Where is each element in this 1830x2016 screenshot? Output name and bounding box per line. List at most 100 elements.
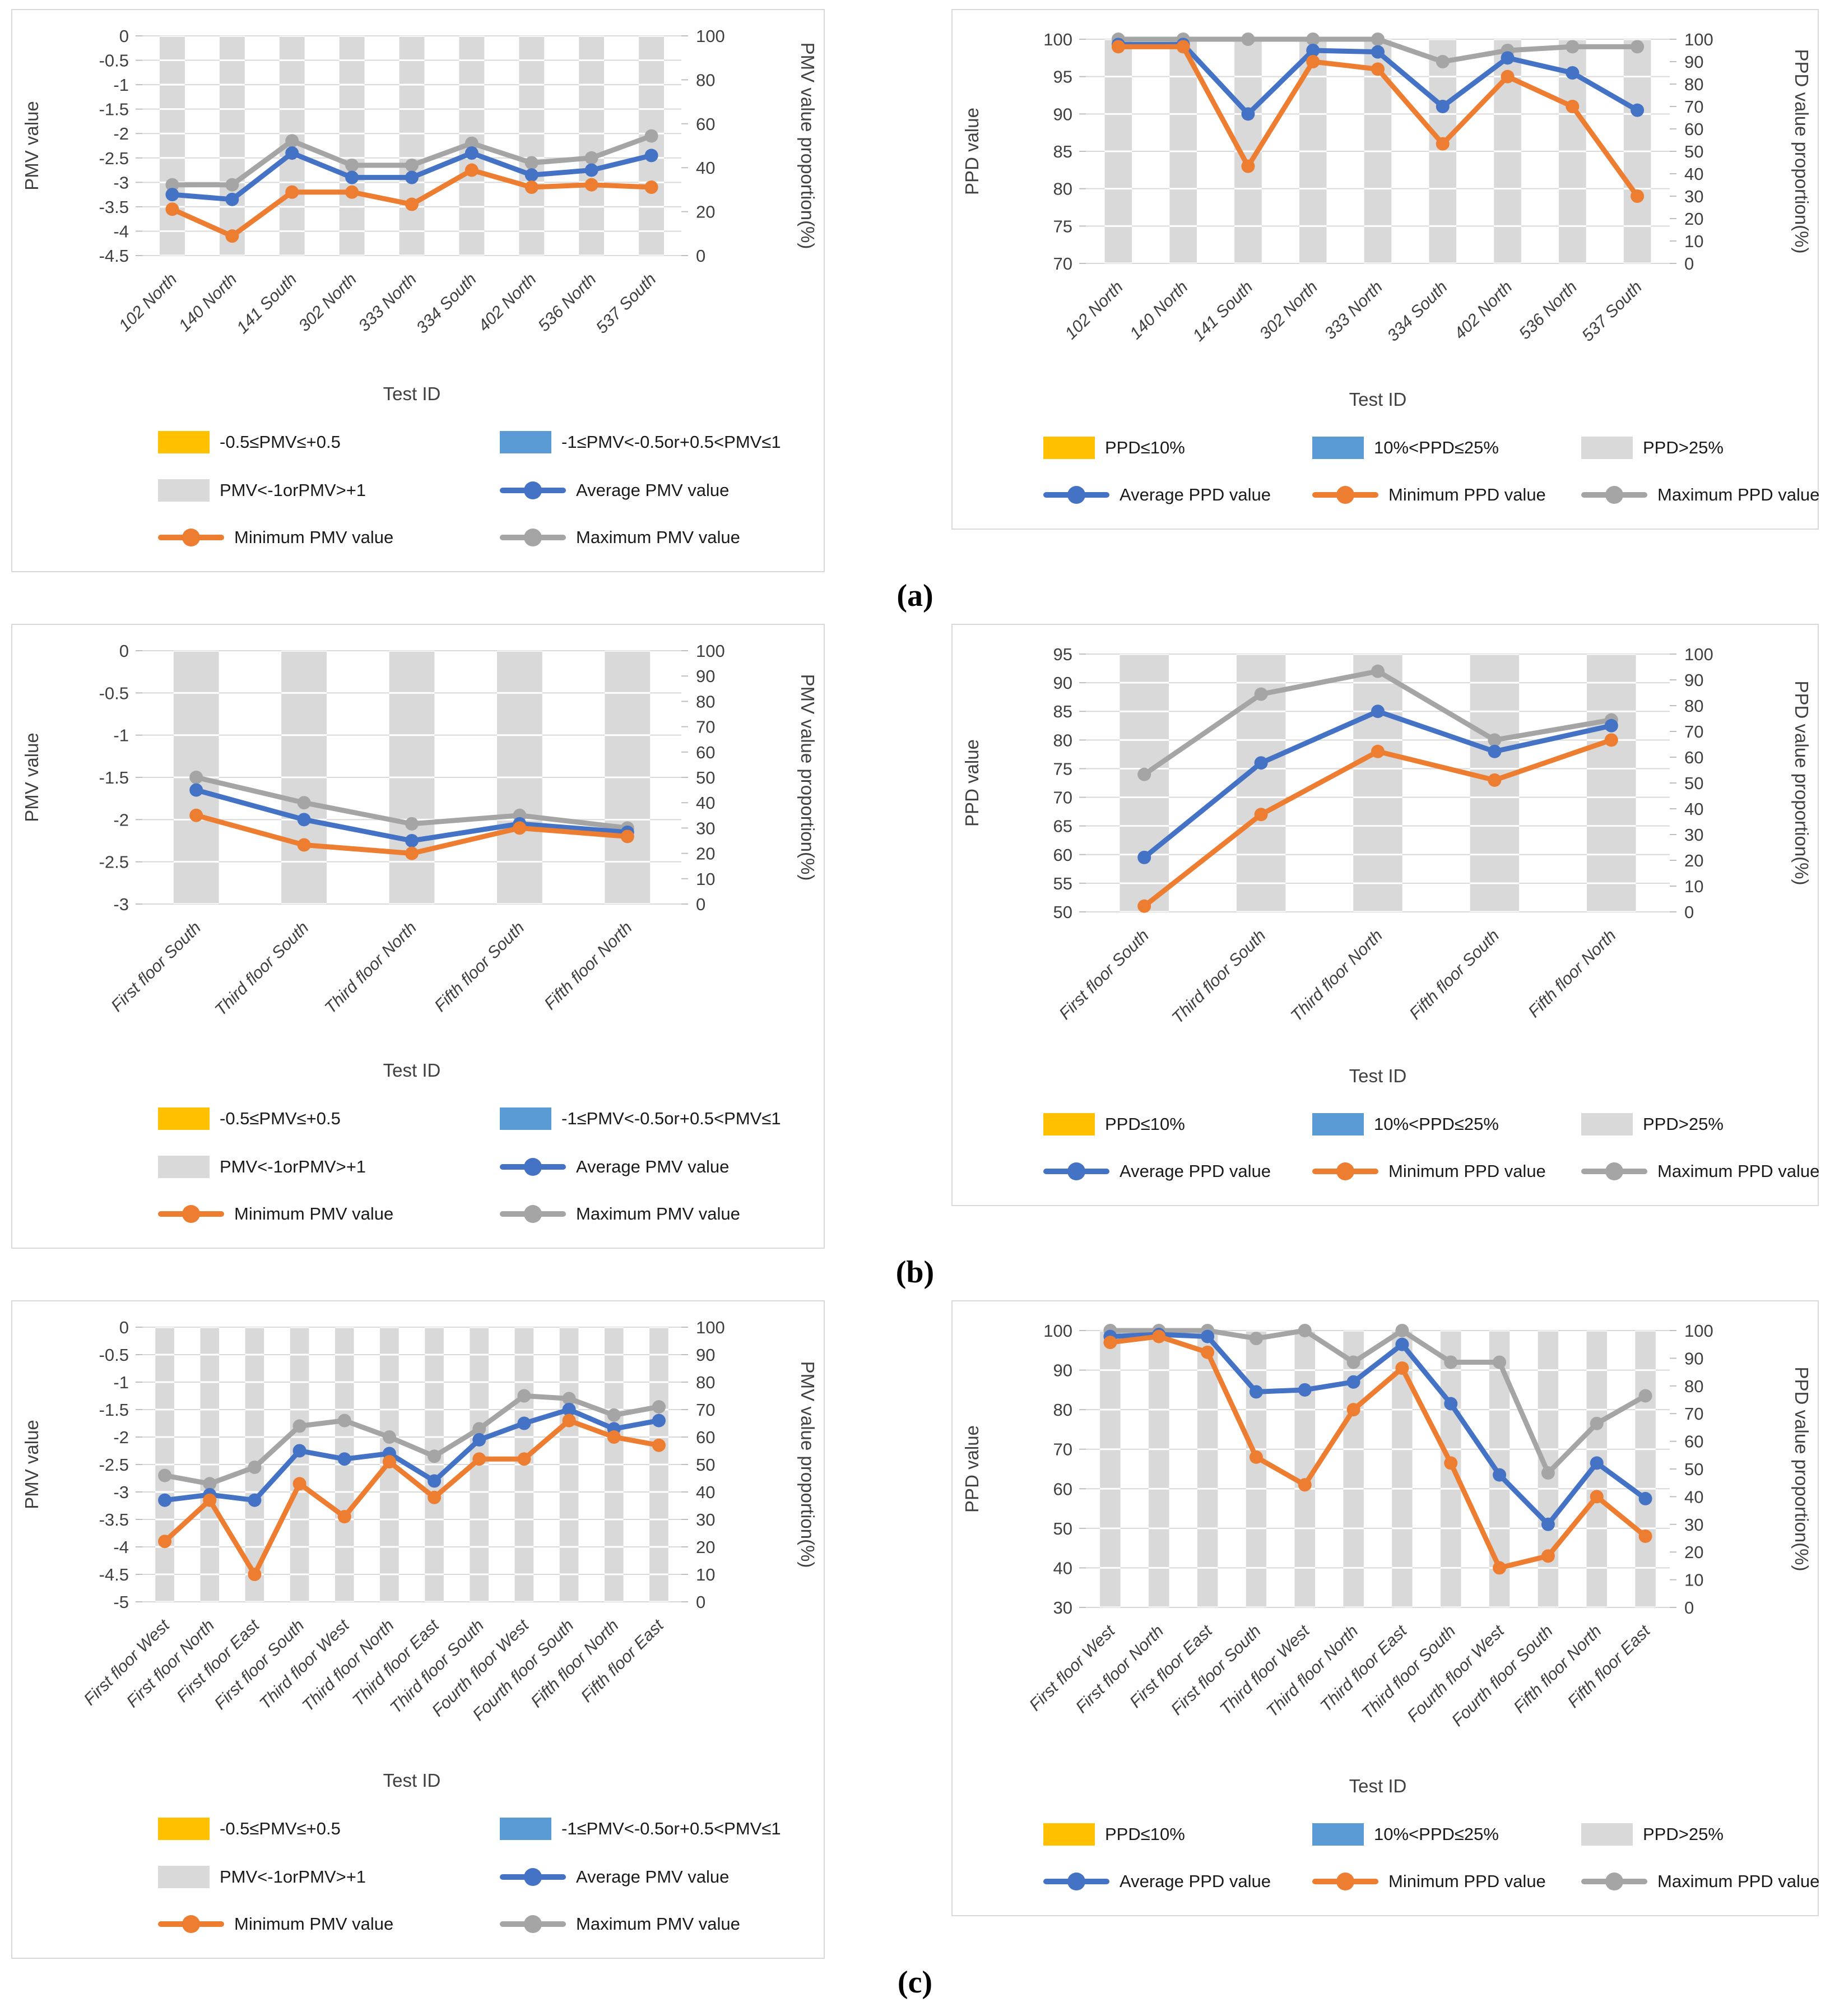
series-avg-marker	[1436, 100, 1450, 113]
category-label: Fifth floor South	[431, 919, 528, 1016]
series-avg-marker	[1298, 1383, 1312, 1397]
series-min-marker	[1254, 808, 1268, 822]
legend-line-marker-icon	[500, 480, 566, 500]
series-max-marker	[1631, 40, 1645, 54]
left-axis-tick-label: -2.5	[99, 1455, 129, 1475]
left-axis-tick-label: -2	[113, 1428, 129, 1447]
series-avg-marker	[1631, 103, 1645, 117]
proportion-bar	[1120, 654, 1169, 912]
ppd-chart-a-legend: PPD≤10% 10%<PPD≤25% PPD>25% Average PPD val…	[953, 437, 1819, 505]
legend-row: PPD≤10% 10%<PPD≤25% PPD>25%	[1037, 437, 1801, 459]
category-label: Third floor North	[1263, 1622, 1362, 1721]
right-axis-tick-label: 60	[696, 114, 715, 134]
category-label: Fifth floor East	[1564, 1621, 1654, 1711]
legend-label: -1≤PMV<-0.5or+0.5<PMV≤1	[561, 1819, 781, 1838]
right-axis-tick-label: 60	[696, 1428, 715, 1447]
svg-text:Third floor North: Third floor North	[1263, 1622, 1362, 1721]
series-max-marker	[158, 1468, 172, 1482]
x-axis-title: Test ID	[1349, 1776, 1407, 1796]
legend-row: Average PPD value Minimum PPD value Maximu…	[1037, 1871, 1819, 1892]
category-label: Fifth floor South	[1406, 926, 1503, 1023]
series-avg-marker	[1201, 1329, 1215, 1343]
legend-label: PPD≤10%	[1105, 1114, 1185, 1134]
legend-item: PPD≤10%	[1043, 437, 1306, 459]
category-label: 402 North	[475, 270, 540, 335]
svg-text:First floor South: First floor South	[1056, 926, 1153, 1023]
legend-label: -1≤PMV<-0.5or+0.5<PMV≤1	[561, 1109, 781, 1128]
legend-swatch-icon	[1581, 437, 1633, 459]
category-label: 302 North	[1256, 278, 1321, 343]
right-axis-tick-label: 20	[696, 202, 715, 222]
chart-legend: -0.5≤PMV≤+0.5 -1≤PMV<-0.5or+0.5<PMV≤1 PMV<…	[96, 1107, 807, 1224]
left-axis-tick-label: -0.5	[99, 1345, 129, 1365]
category-label: 537 South	[592, 270, 659, 337]
series-avg-marker	[428, 1474, 442, 1488]
category-label: 537 South	[1578, 278, 1646, 345]
series-min-marker	[1493, 1561, 1507, 1575]
right-axis-tick-label: 70	[1684, 722, 1703, 741]
right-axis-tick-label: 50	[1684, 1459, 1703, 1479]
category-label: Fifth floor North	[1525, 926, 1620, 1022]
series-avg-marker	[1566, 66, 1580, 80]
legend-item: Maximum PPD value	[1581, 1871, 1830, 1892]
legend-row: PMV<-1orPMV>+1 Average PMV value	[96, 1866, 807, 1888]
category-label: First floor South	[1056, 926, 1153, 1023]
series-min-marker	[465, 163, 479, 177]
ppd-chart-a: 1009590858075701009080706050403020100102…	[962, 30, 1812, 410]
legend-line-marker-icon	[158, 527, 224, 548]
series-min-marker	[1631, 189, 1645, 203]
series-max-marker	[1346, 1355, 1360, 1369]
chart-legend: PPD≤10% 10%<PPD≤25% PPD>25% Average PPD val…	[1037, 437, 1819, 505]
legend-label: PMV<-1orPMV>+1	[220, 480, 366, 500]
series-avg-marker	[1249, 1385, 1263, 1399]
svg-text:537 South: 537 South	[1578, 278, 1646, 345]
series-max-marker	[1590, 1416, 1604, 1430]
legend-item: -1≤PMV<-0.5or+0.5<PMV≤1	[500, 1818, 781, 1840]
series-max-marker	[285, 134, 299, 148]
right-axis-tick-label: 90	[696, 666, 715, 686]
right-axis-tick-label: 30	[696, 818, 715, 838]
series-min-marker	[1306, 55, 1320, 68]
series-min-marker	[382, 1455, 396, 1469]
category-label: First floor East	[1126, 1621, 1216, 1711]
legend-swatch-icon	[500, 1107, 551, 1130]
pmv-chart-a-legend: -0.5≤PMV≤+0.5 -1≤PMV<-0.5or+0.5<PMV≤1 PMV<…	[12, 431, 824, 548]
panel-c-ppd-chart: 100 90 80 70 60 50 40 30 100 90 80 70 60 50 40 30 20 10 0 F…	[951, 1300, 1819, 1916]
legend-label: Minimum PMV value	[234, 1914, 394, 1934]
series-max-marker	[1241, 33, 1255, 46]
series-avg-marker	[1137, 850, 1151, 864]
series-min-marker	[1395, 1361, 1409, 1375]
svg-text:Third floor North: Third floor North	[321, 919, 420, 1018]
series-avg-marker	[584, 163, 598, 177]
svg-text:537 South: 537 South	[592, 270, 659, 337]
series-min-marker	[285, 185, 299, 199]
series-min-marker	[513, 821, 527, 835]
category-label: First floor South	[108, 919, 205, 1016]
pmv-chart-a: 0 -0.5 -1 -1.5 -2 -2.5 -3 -3.5 -4 -4.5 100 80 60 40 20…	[21, 26, 818, 404]
series-min-marker	[517, 1452, 531, 1466]
legend-item: -0.5≤PMV≤+0.5	[158, 431, 438, 453]
series-min-marker	[1298, 1478, 1312, 1492]
left-axis-tick-label: 100	[1043, 30, 1072, 49]
legend-item: Average PPD value	[1043, 1161, 1306, 1181]
series-min-marker	[1566, 100, 1580, 113]
series-min-marker	[1111, 40, 1125, 54]
left-axis-title: PPD value	[962, 1425, 982, 1513]
legend-item: -0.5≤PMV≤+0.5	[158, 1818, 438, 1840]
series-avg-marker	[1590, 1456, 1604, 1470]
x-axis-title: Test ID	[383, 383, 441, 404]
legend-line-marker-icon	[1043, 485, 1109, 505]
legend-line-marker-icon	[500, 1914, 566, 1934]
left-axis-tick-label: 60	[1053, 845, 1072, 865]
legend-label: Average PMV value	[576, 1157, 730, 1176]
x-axis-title: Test ID	[1349, 389, 1407, 410]
series-max-line	[162, 1393, 662, 1486]
proportion-bar	[1197, 1331, 1218, 1607]
bar-gridline-overlay	[1100, 1331, 1656, 1607]
series-avg-marker	[562, 1403, 576, 1416]
ppd-chart-b-legend: PPD≤10% 10%<PPD≤25% PPD>25% Average PPD val…	[953, 1113, 1819, 1181]
right-axis-tick-label: 0	[1684, 902, 1694, 922]
legend-label: PPD>25%	[1643, 1114, 1724, 1134]
legend-label: Average PPD value	[1120, 1161, 1271, 1181]
series-avg-marker	[405, 834, 419, 847]
